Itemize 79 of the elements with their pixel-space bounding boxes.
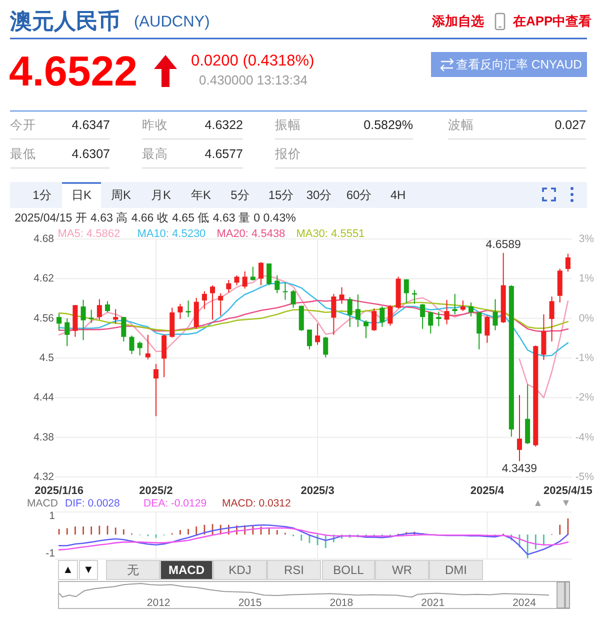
y-tick-label: 1 [49, 510, 56, 522]
text: DMI [445, 563, 467, 577]
text: ▼ [83, 564, 94, 576]
y2-tick-label: 1% [578, 272, 594, 285]
y2-tick-label: 3% [578, 233, 594, 245]
subtitle: (AUDCNY) [134, 14, 210, 30]
x-tick-label: 2025/4 [470, 485, 505, 497]
text: 4.6522 [9, 48, 138, 94]
text: 今开 [10, 118, 36, 132]
y-tick-label: 4.44 [34, 392, 54, 404]
subtitle: 2025/04/15 开 4.63 高 4.66 收 4.65 低 4.63 量 0 0.43% [14, 212, 296, 224]
title: 澳元人民币 [10, 8, 120, 34]
text: ▲ [62, 564, 74, 576]
y-tick-label: 4.56 [34, 312, 54, 324]
y2-tick-label: -5% [575, 471, 594, 483]
text: 4.6307 [72, 147, 110, 161]
text: ▼ [561, 498, 571, 509]
legend: MA30: 4.5551 [296, 228, 365, 240]
text: 1分 [32, 188, 52, 202]
y-tick-label: -1 [46, 547, 56, 560]
text: 查看反向汇率 CNYAUD [456, 58, 582, 72]
text: 周K [110, 188, 132, 202]
text: 15分 [268, 188, 294, 202]
x-tick-label: 2021 [421, 597, 445, 609]
y2-tick-label: -2% [575, 392, 594, 404]
legend: DIF: 0.0028 [65, 498, 120, 510]
text: RSI [284, 563, 304, 577]
text: BOLL [333, 563, 364, 577]
text: MACD [168, 563, 205, 577]
y-tick-label: 4.68 [34, 233, 54, 245]
text: 4.6347 [72, 118, 110, 132]
annotation: 4.6589 [486, 238, 521, 251]
legend: DEA: -0.0129 [144, 498, 207, 510]
text: 日K [71, 188, 92, 202]
text: 4H [390, 188, 406, 202]
legend: MACD: 0.0312 [222, 498, 291, 510]
y2-tick-label: -1% [575, 352, 594, 364]
text: 30分 [306, 188, 332, 202]
text: 在APP中查看 [512, 14, 592, 28]
x-tick-label: 2025/2 [139, 485, 173, 497]
text: WR [392, 563, 412, 577]
text: 60分 [346, 188, 372, 202]
title: MACD [27, 498, 58, 510]
text: 波幅 [448, 118, 474, 132]
y2-tick-label: 0% [578, 312, 594, 324]
x-tick-label: 2018 [330, 597, 354, 609]
text: ▲ [533, 498, 543, 509]
x-tick-label: 2025/1/16 [34, 485, 84, 497]
x-tick-label: 2025/4/15 [543, 485, 592, 497]
x-tick-label: 2015 [238, 597, 262, 609]
legend: MA10: 4.5230 [137, 228, 206, 240]
x-tick-label: 2012 [146, 597, 170, 609]
text: 振幅 [275, 118, 301, 132]
text: 最高 [142, 146, 168, 161]
text: 4.6577 [204, 147, 244, 161]
text: 5分 [230, 188, 250, 202]
x-tick-label: 2024 [512, 597, 536, 609]
x-tick-label: 2025/3 [300, 485, 334, 497]
text: 0.430000 13:13:34 [199, 72, 308, 88]
y2-tick-label: -4% [575, 431, 594, 444]
y-tick-label: 4.32 [34, 471, 54, 483]
legend: MA5: 4.5862 [58, 228, 120, 240]
text: 添加自选 [431, 14, 484, 28]
text: 0.027 [554, 118, 586, 132]
annotation: 4.3439 [502, 463, 538, 476]
y-tick-label: 4.62 [34, 272, 54, 285]
text: 0.0200 (0.4318%) [191, 52, 314, 70]
text: 0.5829% [364, 118, 413, 132]
text: KDJ [228, 563, 252, 577]
y-tick-label: 4.38 [34, 431, 54, 444]
text: 4.6322 [204, 118, 244, 132]
text: 月K [150, 188, 172, 202]
text: 年K [190, 188, 212, 202]
text: 无 [127, 563, 139, 577]
text: 昨收 [142, 118, 168, 132]
text: 最低 [10, 147, 36, 161]
legend: MA20: 4.5438 [216, 228, 286, 240]
text: 报价 [274, 147, 301, 161]
y-tick-label: 4.5 [39, 352, 54, 364]
